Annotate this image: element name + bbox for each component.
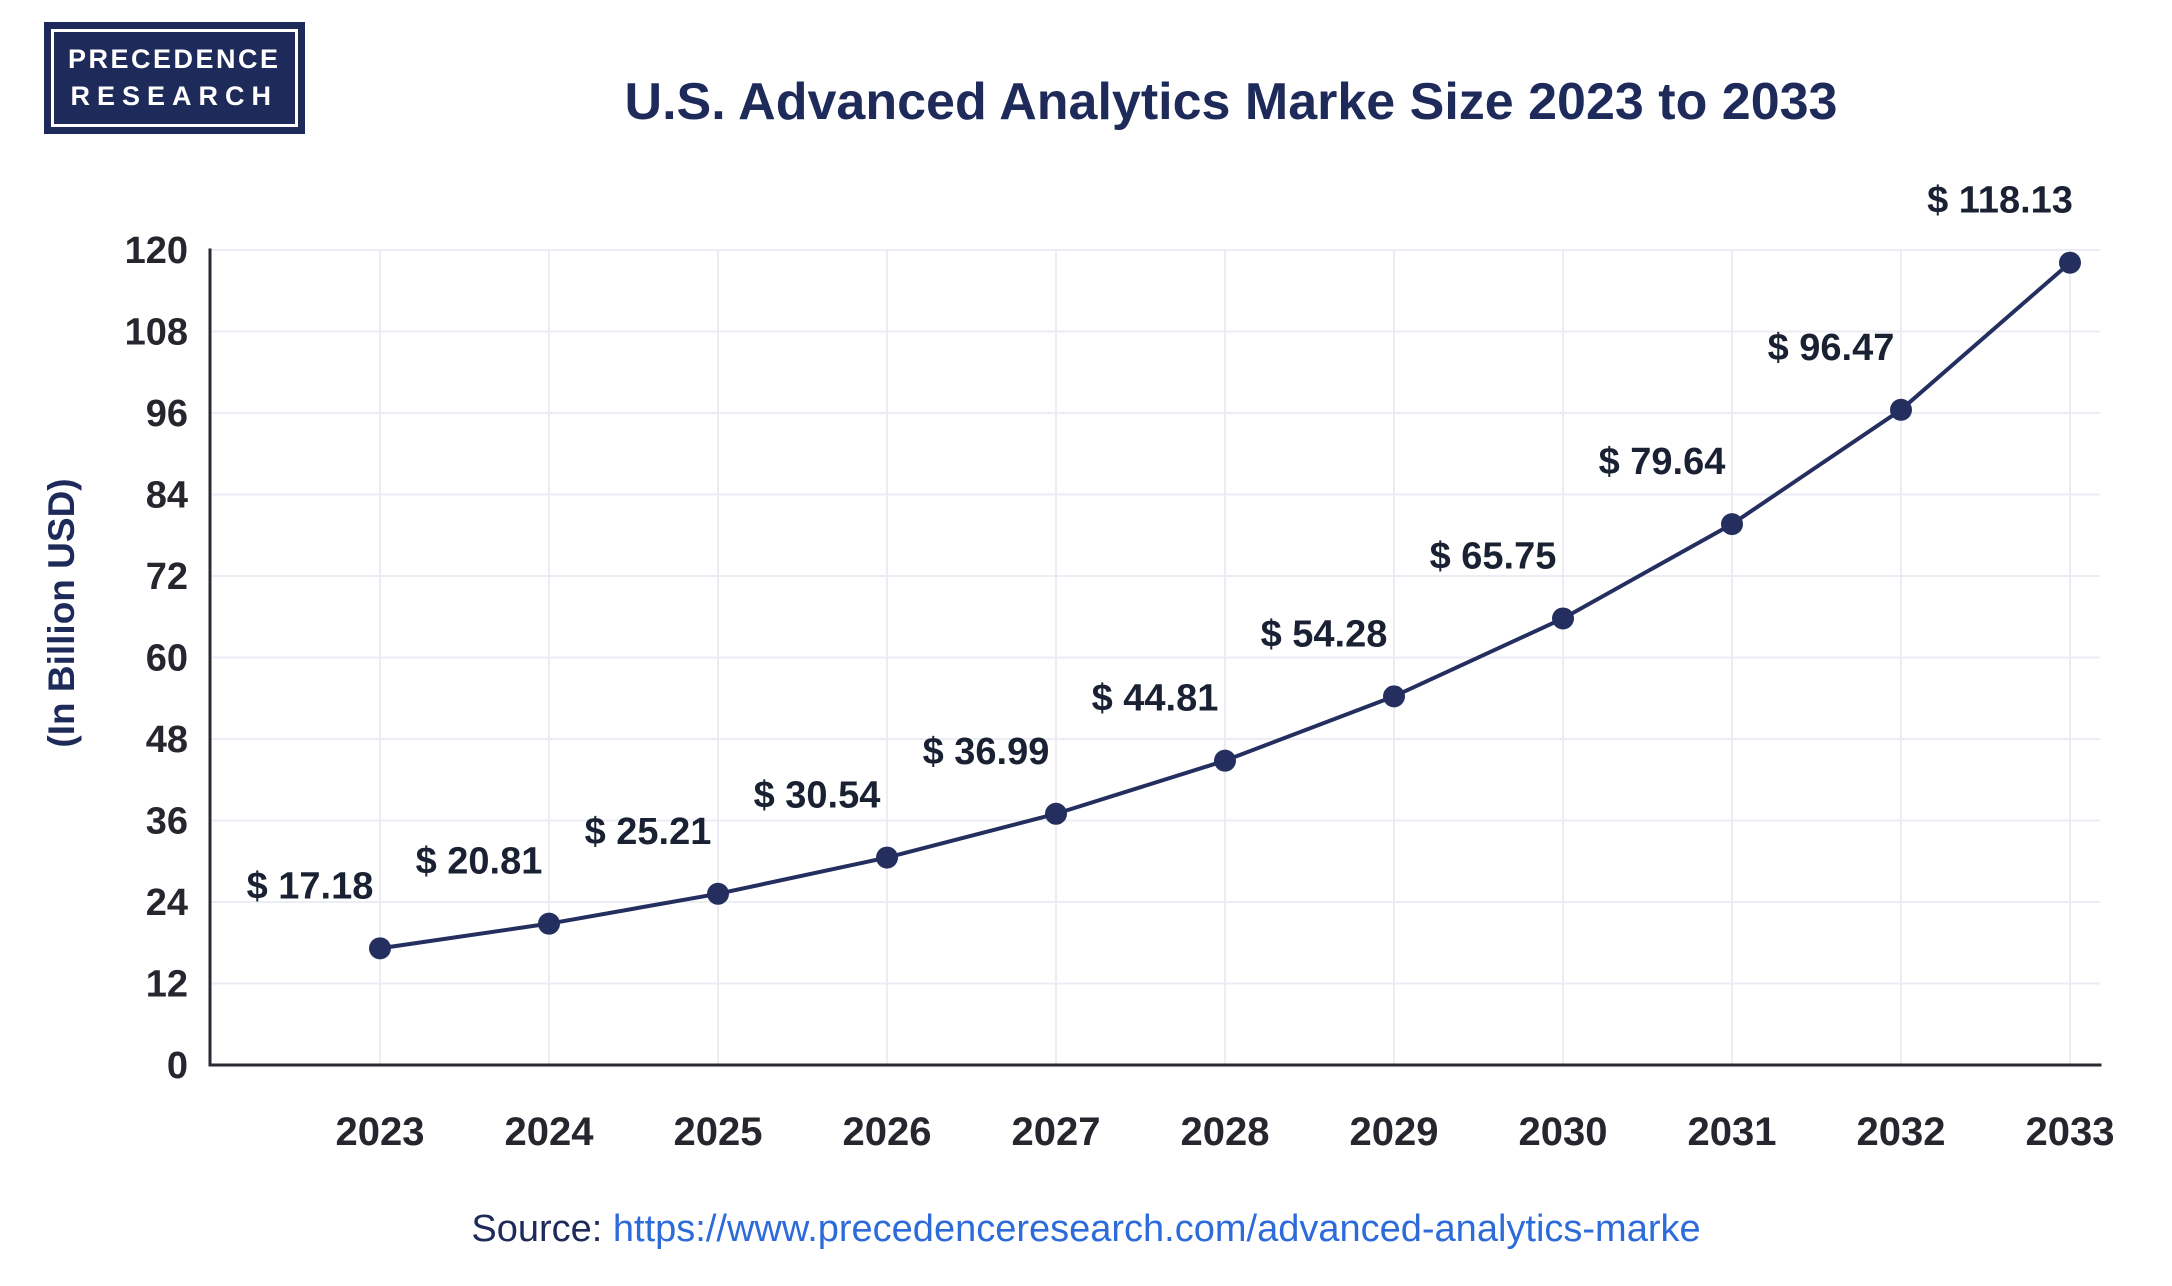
data-point xyxy=(1045,802,1067,825)
data-value-label: $ 17.18 xyxy=(247,865,374,907)
x-tick-label: 2026 xyxy=(843,1110,932,1154)
y-tick-label: 120 xyxy=(125,230,188,272)
y-tick-label: 60 xyxy=(146,638,188,680)
data-point xyxy=(707,882,729,905)
logo-text-precedence: PRECEDENCE xyxy=(68,44,281,74)
data-point xyxy=(1552,607,1574,630)
y-tick-label: 48 xyxy=(146,719,188,761)
data-value-label: $ 44.81 xyxy=(1092,678,1219,720)
data-value-label: $ 118.13 xyxy=(1927,180,2073,222)
y-tick-label: 36 xyxy=(146,801,188,843)
data-value-label: $ 30.54 xyxy=(754,775,881,817)
data-point xyxy=(1721,513,1743,536)
x-tick-label: 2028 xyxy=(1181,1110,1270,1154)
data-point xyxy=(538,912,560,935)
data-value-label: $ 20.81 xyxy=(416,841,543,883)
data-value-label: $ 65.75 xyxy=(1430,535,1557,577)
data-point xyxy=(2059,251,2081,274)
source-line: Source: https://www.precedenceresearch.c… xyxy=(0,1208,2172,1251)
x-tick-label: 2030 xyxy=(1519,1110,1608,1154)
data-point xyxy=(1214,749,1236,772)
source-url[interactable]: https://www.precedenceresearch.com/advan… xyxy=(612,1208,1701,1250)
y-tick-label: 24 xyxy=(146,882,188,924)
y-axis-title: (In Billion USD) xyxy=(41,478,82,748)
x-tick-label: 2027 xyxy=(1012,1110,1101,1154)
data-value-label: $ 54.28 xyxy=(1261,613,1388,655)
x-tick-label: 2025 xyxy=(674,1110,763,1154)
x-tick-label: 2033 xyxy=(2026,1110,2115,1154)
source-label: Source: xyxy=(471,1208,613,1250)
data-value-label: $ 36.99 xyxy=(923,731,1050,773)
logo-frame: PRECEDENCE RESEARCH xyxy=(51,29,298,127)
data-point xyxy=(876,846,898,869)
logo-text-research: RESEARCH xyxy=(70,81,279,111)
y-tick-label: 0 xyxy=(167,1045,188,1087)
x-tick-label: 2031 xyxy=(1688,1110,1777,1154)
x-tick-label: 2029 xyxy=(1350,1110,1439,1154)
y-tick-label: 72 xyxy=(146,556,188,598)
y-tick-label: 108 xyxy=(125,312,188,354)
x-tick-label: 2023 xyxy=(336,1110,425,1154)
chart-title: U.S. Advanced Analytics Marke Size 2023 … xyxy=(624,73,1838,131)
data-point xyxy=(1383,685,1405,708)
y-tick-label: 96 xyxy=(146,393,188,435)
data-point xyxy=(1890,398,1912,421)
y-tick-label: 12 xyxy=(146,964,188,1006)
x-tick-label: 2024 xyxy=(505,1110,595,1154)
data-point xyxy=(369,937,391,960)
data-value-label: $ 79.64 xyxy=(1599,441,1726,483)
precedence-research-logo: PRECEDENCE RESEARCH xyxy=(44,22,305,134)
x-tick-label: 2032 xyxy=(1857,1110,1946,1154)
y-tick-label: 84 xyxy=(146,475,188,517)
data-value-label: $ 96.47 xyxy=(1768,327,1895,369)
data-value-label: $ 25.21 xyxy=(585,811,712,853)
line-chart: 0 12 24 36 48 60 72 84 96 108 120 2023 2024 2025 2026 2… xyxy=(125,180,2115,1154)
